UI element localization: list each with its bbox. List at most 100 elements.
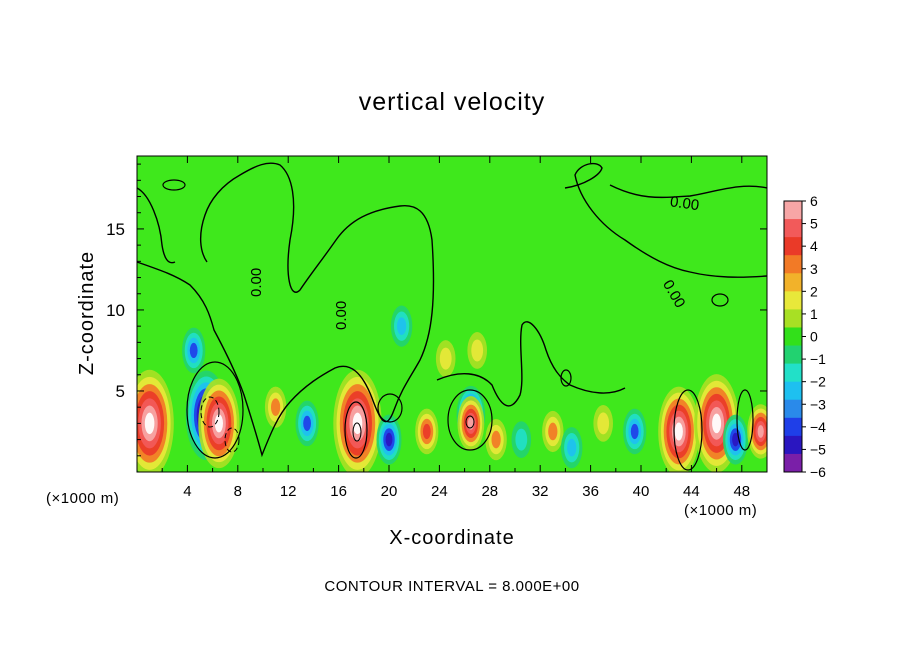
x-tick-label: 8 (234, 483, 242, 500)
contour-label-3: 0.00 (333, 301, 350, 330)
x-unit-left: (×1000 m) (46, 490, 120, 507)
velocity-level (757, 425, 764, 438)
chart-title: vertical velocity (358, 88, 546, 116)
colorbar-swatch (784, 327, 802, 347)
colorbar-tick-label: −6 (810, 464, 826, 480)
colorbar-swatch (784, 309, 802, 328)
velocity-level (491, 430, 501, 449)
colorbar-swatch (784, 219, 802, 238)
velocity-level (214, 414, 223, 433)
colorbar-swatch (784, 345, 802, 365)
velocity-cell-16 (542, 410, 564, 453)
velocity-level (548, 422, 558, 441)
zero-contour-closed-9 (186, 361, 244, 459)
velocity-cell-13 (467, 332, 488, 369)
colorbar-swatch (784, 237, 802, 256)
colorbar-tick-label: −5 (810, 441, 826, 457)
zero-contour-closed-6 (711, 293, 729, 307)
colorbar-swatch (784, 363, 802, 383)
colorbar-tick-label: −1 (810, 351, 826, 367)
y-tick-label: 5 (116, 382, 125, 401)
velocity-cell-5 (295, 400, 319, 447)
x-tick-label: 12 (280, 483, 297, 500)
velocity-cell-18 (593, 404, 613, 442)
velocity-level (397, 317, 407, 335)
velocity-cell-2 (198, 378, 240, 469)
x-tick-label: 20 (381, 483, 398, 500)
colorbar-swatch (784, 273, 802, 292)
x-axis-label: X-coordinate (389, 527, 515, 549)
colorbar-swatch (784, 435, 802, 455)
velocity-cell-21 (694, 374, 739, 472)
colorbar-tick-label: 6 (810, 193, 818, 209)
contour-label-2: 0.00 (248, 268, 265, 297)
colorbar-swatch (784, 417, 802, 437)
pos-contour-2 (465, 415, 475, 429)
colorbar-swatch (784, 255, 802, 274)
velocity-level (567, 438, 577, 457)
velocity-level (674, 422, 683, 441)
zero-contour-closed-5 (736, 389, 754, 451)
velocity-level (271, 398, 281, 416)
zero-contour-top-left (137, 187, 176, 264)
velocity-level (144, 412, 155, 435)
velocity-cell-14 (485, 418, 507, 461)
velocity-cell-0 (137, 369, 174, 472)
colorbar-tick-label: 0 (810, 329, 818, 345)
contour-label-1: 0.00 (669, 193, 700, 214)
velocity-cell-12 (457, 396, 485, 451)
colorbar-tick-label: 4 (810, 238, 818, 254)
contour-interval: CONTOUR INTERVAL = 8.000E+00 (324, 578, 580, 595)
zero-contours (137, 162, 767, 471)
x-tick-label: 28 (481, 483, 498, 500)
velocity-cell-3 (182, 327, 206, 374)
velocity-cell-19 (623, 408, 647, 455)
velocity-cell-15 (511, 421, 532, 458)
y-tick-label: 10 (106, 301, 125, 320)
velocity-level (515, 428, 528, 451)
velocity-cell-7 (376, 414, 402, 465)
velocity-cell-9 (415, 408, 439, 455)
x-tick-label: 24 (431, 483, 448, 500)
zero-contour-closed-8 (560, 369, 572, 387)
velocity-level (597, 412, 610, 435)
zero-contour-right (564, 162, 767, 278)
velocity-cell-8 (390, 305, 413, 347)
velocity-cell-23 (747, 404, 767, 459)
velocity-cell-4 (264, 386, 287, 428)
x-tick-label: 48 (733, 483, 750, 500)
plot-frame (136, 155, 768, 473)
zero-contour-closed-1 (162, 179, 186, 191)
neg-contour-2 (224, 427, 240, 453)
velocity-level (712, 413, 722, 434)
colorbar-swatch (784, 453, 802, 473)
velocity-level (385, 432, 393, 447)
velocity-cell-22 (723, 414, 748, 465)
zero-contour-closed-2 (344, 401, 368, 459)
velocity-level (189, 342, 198, 359)
colorbar: 6 5 4 3 2 1 0 −1 −2 −3 −4 −5 −6 (783, 193, 826, 480)
y-axis-label: Z-coordinate (76, 250, 98, 376)
x-tick-label: 16 (330, 483, 347, 500)
x-tick-label: 44 (683, 483, 700, 500)
colorbar-swatch (784, 291, 802, 310)
colorbar-tick-label: 3 (810, 261, 818, 277)
neg-contour-1 (200, 396, 220, 428)
colorbar-tick-label: −2 (810, 374, 826, 390)
zero-contour-closed-3 (447, 389, 493, 451)
colorbar-tick-label: −4 (810, 419, 826, 435)
colorbar-swatch (784, 381, 802, 401)
velocity-cell-10 (435, 340, 456, 377)
zero-contour-mid (436, 321, 626, 407)
colorbar-tick-label: 1 (810, 306, 818, 322)
velocity-level (732, 432, 739, 447)
pos-contour-1 (352, 422, 362, 442)
x-tick-label: 4 (183, 483, 191, 500)
velocity-level (422, 423, 431, 440)
velocity-level (303, 415, 311, 431)
x-tick-label: 32 (532, 483, 549, 500)
zero-contour-upper (609, 184, 767, 199)
x-unit-right: (×1000 m) (684, 502, 758, 519)
